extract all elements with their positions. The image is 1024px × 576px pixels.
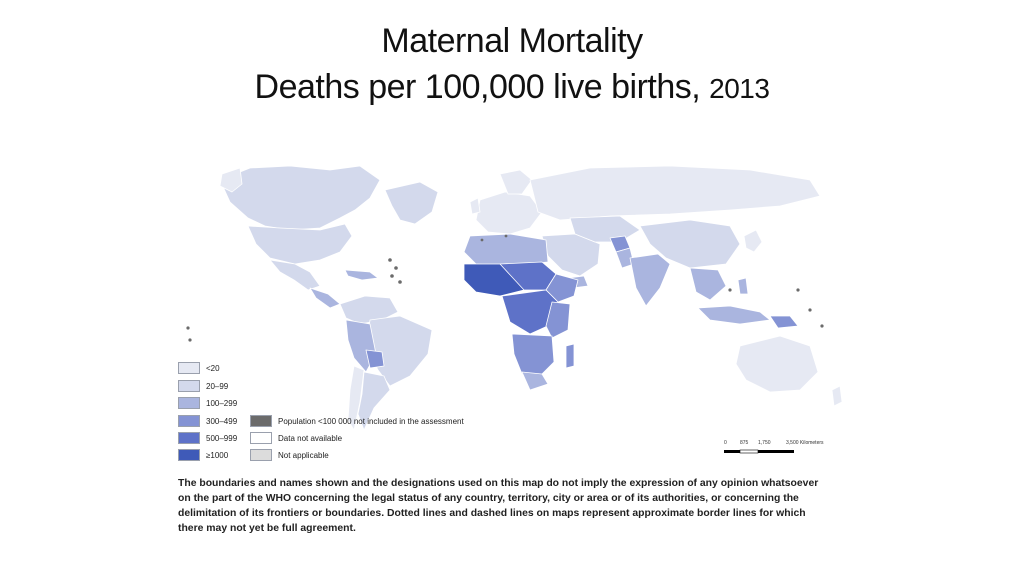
region-alaska — [219, 167, 243, 193]
region-uk — [469, 197, 481, 215]
legend-label: Population <100 000 not included in the … — [278, 416, 464, 426]
legend-item-500-999: 500–999 — [178, 432, 237, 444]
legend-label: <20 — [206, 363, 220, 373]
region-east-africa — [545, 301, 571, 339]
slide-title: Maternal Mortality Deaths per 100,000 li… — [0, 18, 1024, 112]
legend-item-no-data: Data not available — [250, 432, 342, 444]
region-japan-korea — [743, 229, 763, 253]
region-argentina — [357, 371, 391, 431]
legend-swatch — [178, 380, 200, 392]
region-madagascar — [565, 343, 575, 369]
legend-label: 20–99 — [206, 381, 229, 391]
legend-swatch — [178, 449, 200, 461]
legend-item-lt20: <20 — [178, 362, 220, 374]
scale-label-3: 3,500 Kilometers — [786, 440, 824, 446]
region-bolivia — [365, 349, 385, 369]
title-subtitle: Deaths per 100,000 live births, — [254, 68, 701, 106]
legend-item-not-applicable: Not applicable — [250, 449, 329, 461]
legend-swatch — [178, 415, 200, 427]
region-australia — [735, 335, 819, 393]
legend-swatch — [178, 362, 200, 374]
legend-swatch — [250, 415, 272, 427]
legend-swatch — [250, 432, 272, 444]
region-colombia-venezuela — [339, 295, 399, 325]
region-usa — [247, 223, 353, 265]
region-central-america — [309, 287, 341, 309]
region-new-zealand — [831, 385, 843, 407]
map-disclaimer: The boundaries and names shown and the d… — [178, 478, 819, 534]
title-line-1: Maternal Mortality — [381, 22, 643, 60]
scale-bar-graphic — [724, 449, 794, 454]
region-china — [639, 219, 741, 269]
legend-label: Data not available — [278, 433, 343, 443]
region-philippines — [737, 277, 749, 295]
region-russia — [529, 165, 821, 221]
legend-label: Not applicable — [278, 450, 329, 460]
title-year: 2013 — [709, 73, 770, 104]
region-southern-africa — [511, 333, 555, 379]
region-southeast-asia — [689, 267, 727, 301]
legend-swatch — [178, 397, 200, 409]
region-chile — [347, 365, 365, 431]
region-india — [629, 253, 671, 307]
legend-label: 300–499 — [206, 416, 238, 426]
legend-item-20-99: 20–99 — [178, 380, 228, 392]
region-scandinavia — [499, 169, 533, 195]
title-line-2: Deaths per 100,000 live births, 2013 — [0, 64, 1024, 112]
region-horn-africa — [545, 273, 579, 303]
region-caribbean — [344, 269, 379, 281]
legend-label: 500–999 — [206, 433, 238, 443]
scale-bar: 0 875 1,750 3,500 Kilometers — [724, 440, 844, 460]
region-mexico — [269, 259, 321, 291]
scale-label-2: 1,750 — [758, 440, 771, 446]
legend-item-ge1000: ≥1000 — [178, 449, 228, 461]
region-papua — [769, 315, 799, 329]
legend-item-300-499: 300–499 — [178, 415, 237, 427]
legend-item-small-population: Population <100 000 not included in the … — [250, 415, 464, 427]
legend-label: ≥1000 — [206, 450, 229, 460]
legend-label: 100–299 — [206, 398, 238, 408]
region-indonesia — [697, 305, 771, 325]
region-north-africa — [463, 233, 549, 267]
scale-label-0: 0 — [724, 440, 727, 446]
world-map — [170, 140, 860, 440]
small-states — [186, 234, 824, 342]
region-canada — [219, 165, 381, 231]
legend-item-100-299: 100–299 — [178, 397, 237, 409]
legend-swatch — [250, 449, 272, 461]
region-europe — [475, 191, 543, 235]
scale-label-1: 875 — [740, 440, 749, 446]
legend-swatch — [178, 432, 200, 444]
world-map-svg — [186, 165, 843, 431]
region-greenland — [384, 181, 439, 225]
region-south-africa — [521, 371, 549, 391]
